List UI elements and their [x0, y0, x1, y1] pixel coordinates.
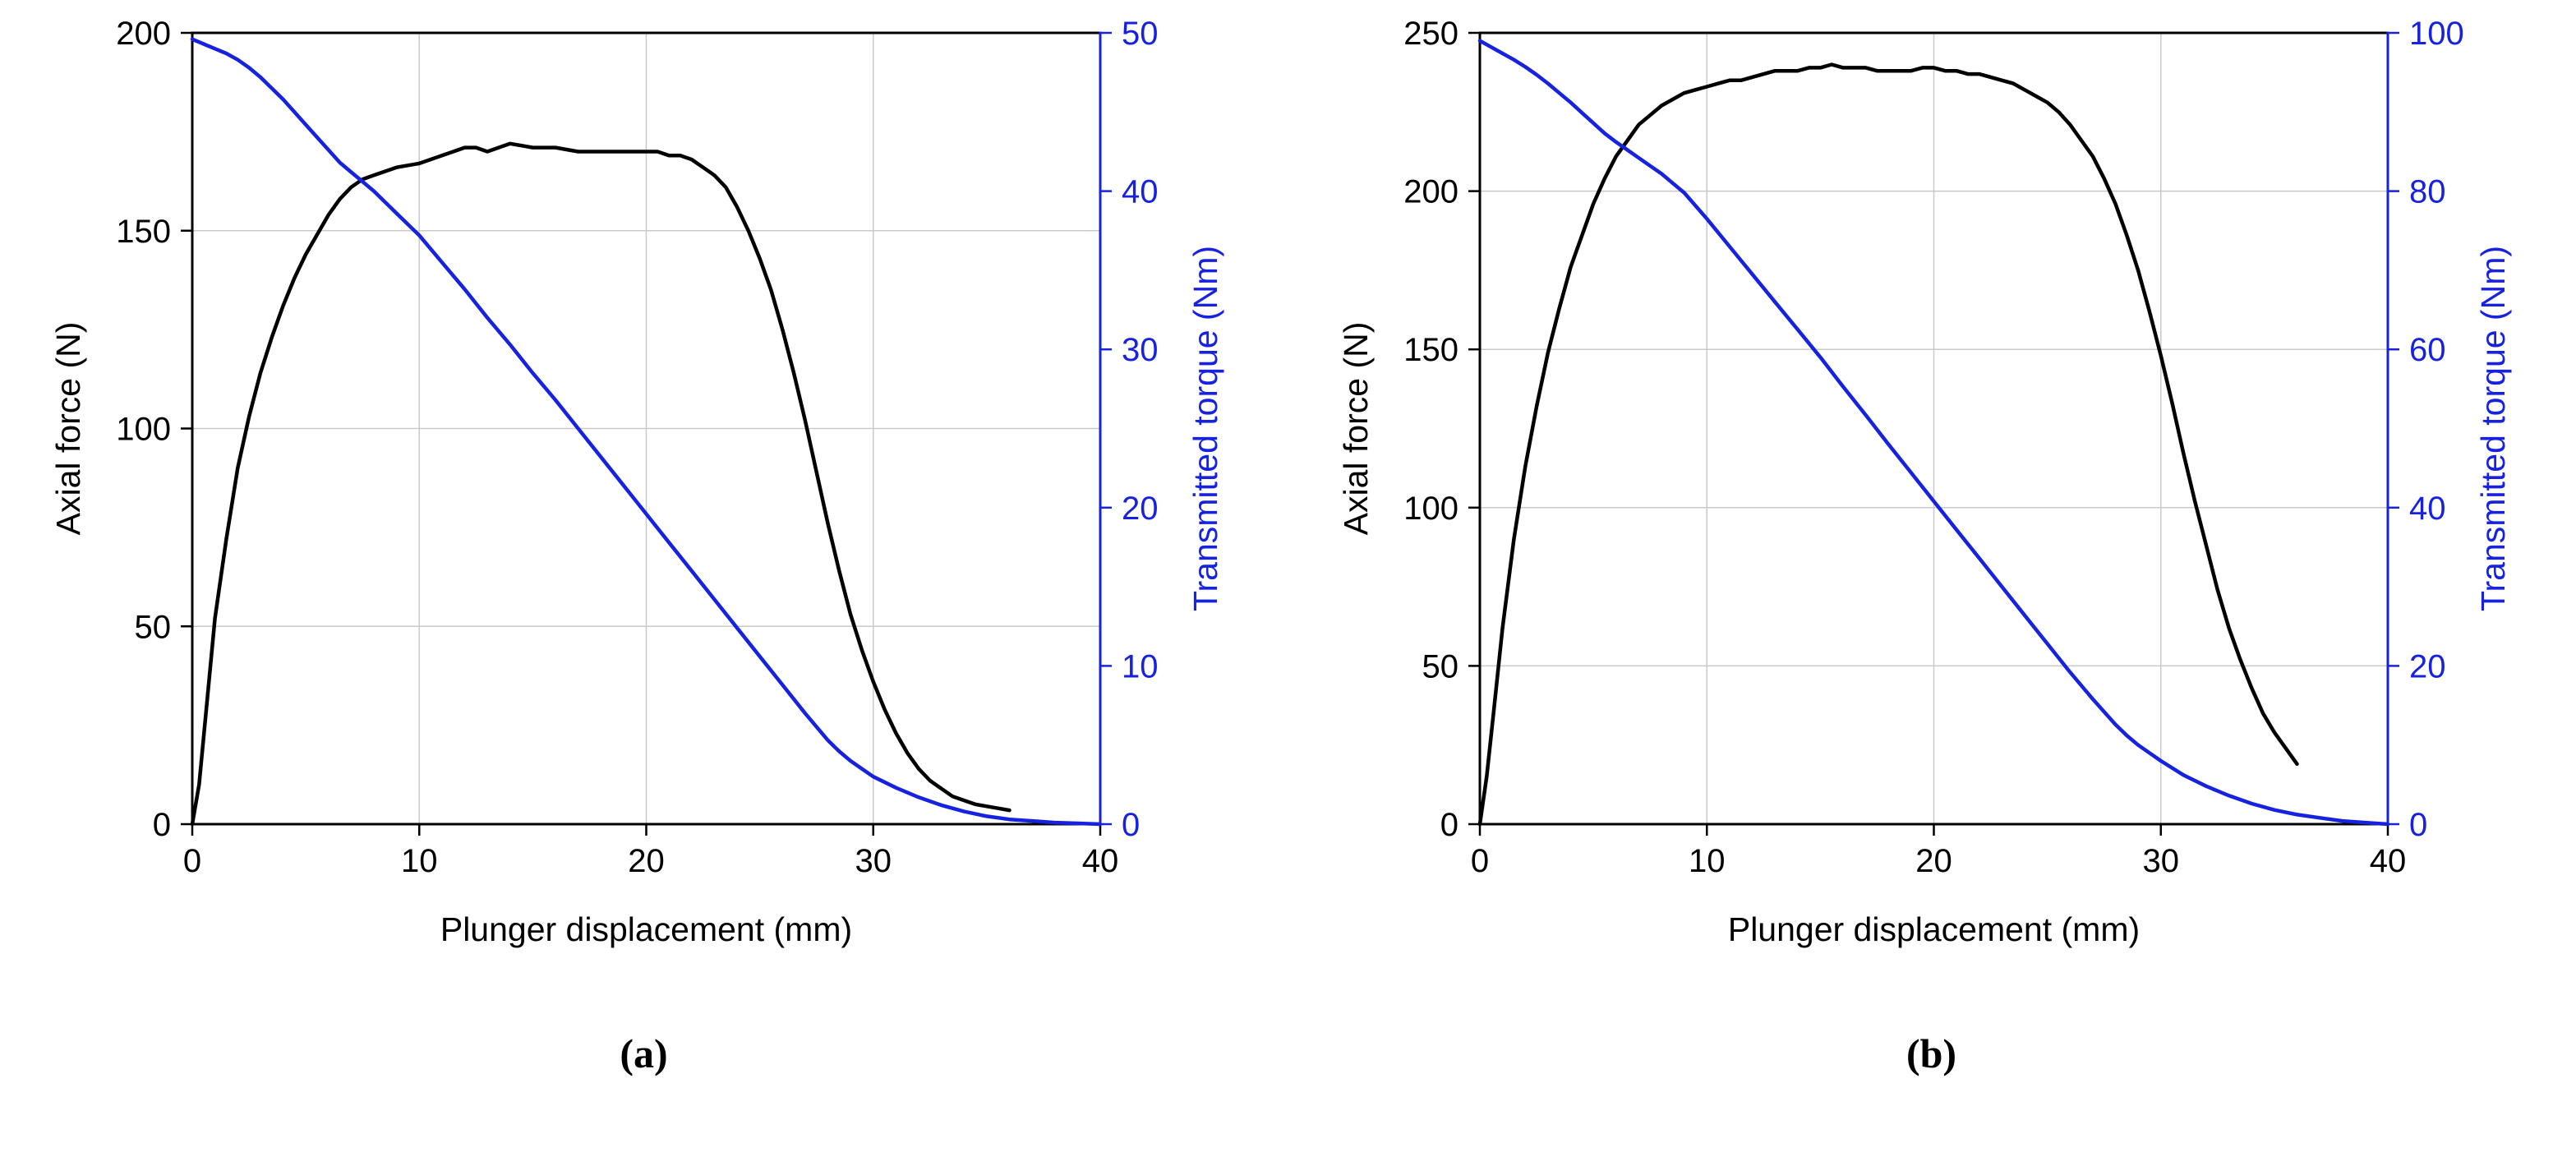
x-tick-label: 20: [1915, 843, 1952, 879]
y-left-axis-title: Axial force (N): [49, 322, 87, 536]
y-right-tick-label: 30: [1122, 332, 1159, 368]
y-left-tick-label: 250: [1403, 16, 1459, 52]
y-right-tick-label: 20: [1122, 491, 1159, 527]
y-left-tick-label: 0: [152, 807, 170, 843]
y-left-tick-label: 50: [1422, 648, 1459, 684]
x-axis-title: Plunger displacement (mm): [1727, 910, 2139, 948]
x-tick-label: 0: [1470, 843, 1488, 879]
chart-b-caption: (b): [1906, 1030, 1957, 1076]
y-right-tick-label: 40: [1122, 174, 1159, 210]
y-right-tick-label: 50: [1122, 16, 1159, 52]
y-right-tick-label: 80: [2409, 174, 2446, 210]
y-left-tick-label: 0: [1440, 807, 1458, 843]
x-tick-label: 20: [628, 843, 665, 879]
x-tick-label: 30: [855, 843, 892, 879]
y-left-tick-label: 100: [116, 412, 171, 448]
y-right-tick-label: 0: [2409, 807, 2427, 843]
torque-curve: [1477, 39, 2389, 827]
y-right-tick-label: 10: [1122, 648, 1159, 684]
chart-b-plot: 0 10 20 30 40050100150200250020406080100Plun…: [1327, 7, 2536, 980]
torque-curve: [190, 37, 1102, 827]
chart-b: 0 10 20 30 40 0 50 100 150 200 250 0 20 40 60 80 100 Plun…: [1288, 7, 2575, 1152]
y-right-tick-label: 100: [2409, 16, 2464, 52]
y-left-tick-label: 200: [1403, 174, 1459, 210]
chart-a: 0 10 20 30 40 0 50 100 150 200 0 10 20 30 40 50 Plunger …: [0, 7, 1288, 1152]
y-right-axis-title: Transmitted torque (Nm): [2474, 246, 2512, 611]
y-left-tick-label: 150: [116, 214, 171, 250]
y-right-tick-label: 40: [2409, 491, 2446, 527]
y-left-tick-label: 50: [134, 609, 171, 645]
y-left-tick-label: 200: [116, 16, 171, 52]
x-tick-label: 40: [2369, 843, 2406, 879]
x-tick-label: 30: [2142, 843, 2179, 879]
force-curve: [190, 141, 1012, 827]
x-tick-label: 40: [1081, 843, 1118, 879]
x-tick-label: 0: [182, 843, 200, 879]
x-tick-label: 10: [1689, 843, 1726, 879]
chart-a-plot: 0 10 20 30 4005010015020001020304050Plunger …: [39, 7, 1248, 980]
x-axis-title: Plunger displacement (mm): [440, 910, 851, 948]
y-right-tick-label: 0: [1122, 807, 1140, 843]
y-right-tick-label: 20: [2409, 648, 2446, 684]
y-left-axis-title: Axial force (N): [1337, 322, 1375, 536]
y-right-axis-title: Transmitted torque (Nm): [1187, 246, 1224, 611]
y-left-tick-label: 100: [1403, 491, 1459, 527]
y-right-tick-label: 60: [2409, 332, 2446, 368]
x-tick-label: 10: [401, 843, 438, 879]
force-curve: [1477, 62, 2299, 827]
y-left-tick-label: 150: [1403, 332, 1459, 368]
chart-a-caption: (a): [620, 1030, 668, 1076]
